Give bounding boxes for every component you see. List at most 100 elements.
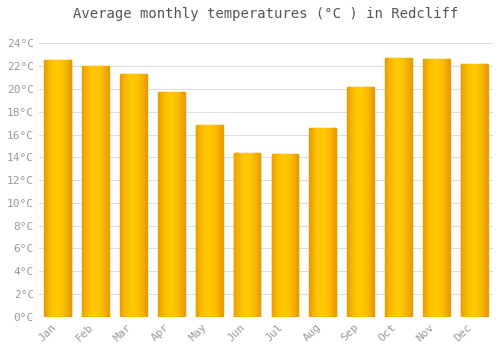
Bar — [432, 59, 433, 317]
Bar — [461, 64, 462, 317]
Bar — [240, 153, 242, 317]
Bar — [310, 128, 311, 317]
Bar — [294, 154, 295, 317]
Bar — [166, 92, 167, 317]
Bar — [388, 58, 389, 317]
Bar — [296, 154, 297, 317]
Bar — [366, 87, 367, 317]
Bar — [131, 74, 132, 317]
Bar — [177, 92, 178, 317]
Bar — [248, 153, 249, 317]
Bar — [172, 92, 173, 317]
Bar — [248, 153, 250, 317]
Bar — [367, 87, 368, 317]
Bar — [213, 125, 214, 317]
Bar — [348, 87, 349, 317]
Bar — [98, 66, 99, 317]
Bar — [86, 66, 88, 317]
Bar — [353, 87, 354, 317]
Bar — [104, 66, 106, 317]
Bar — [351, 87, 352, 317]
Bar — [201, 125, 202, 317]
Bar — [432, 59, 434, 317]
Bar — [64, 61, 65, 317]
Bar — [483, 64, 484, 317]
Bar — [481, 64, 482, 317]
Bar — [48, 61, 50, 317]
Bar — [165, 92, 166, 317]
Bar — [56, 61, 58, 317]
Bar — [424, 59, 425, 317]
Bar — [369, 87, 370, 317]
Bar — [97, 66, 98, 317]
Bar — [314, 128, 315, 317]
Bar — [471, 64, 472, 317]
Bar — [57, 61, 58, 317]
Bar — [250, 153, 252, 317]
Bar — [128, 74, 130, 317]
Bar — [120, 74, 122, 317]
Bar — [208, 125, 210, 317]
Bar — [134, 74, 135, 317]
Bar — [253, 153, 254, 317]
Bar — [287, 154, 288, 317]
Bar — [143, 74, 144, 317]
Bar — [123, 74, 124, 317]
Bar — [402, 58, 403, 317]
Bar — [160, 92, 162, 317]
Bar — [197, 125, 198, 317]
Bar — [313, 128, 314, 317]
Bar — [442, 59, 443, 317]
Bar — [350, 87, 351, 317]
Bar — [326, 128, 327, 317]
Bar — [256, 153, 258, 317]
Bar — [465, 64, 466, 317]
Bar — [328, 128, 330, 317]
Bar — [92, 66, 93, 317]
Bar — [484, 64, 486, 317]
Bar — [70, 61, 71, 317]
Bar — [163, 92, 164, 317]
Bar — [325, 128, 326, 317]
Bar — [120, 74, 121, 317]
Bar — [357, 87, 358, 317]
Bar — [424, 59, 426, 317]
Bar — [93, 66, 94, 317]
Bar — [401, 58, 402, 317]
Bar — [142, 74, 143, 317]
Bar — [132, 74, 133, 317]
Bar — [370, 87, 372, 317]
Bar — [138, 74, 140, 317]
Bar — [176, 92, 177, 317]
Bar — [282, 154, 284, 317]
Bar — [216, 125, 218, 317]
Bar — [275, 154, 276, 317]
Bar — [140, 74, 141, 317]
Bar — [392, 58, 394, 317]
Bar — [215, 125, 216, 317]
Bar — [352, 87, 354, 317]
Bar — [209, 125, 210, 317]
Bar — [257, 153, 258, 317]
Bar — [327, 128, 328, 317]
Bar — [68, 61, 69, 317]
Bar — [334, 128, 335, 317]
Bar — [280, 154, 281, 317]
Bar — [288, 154, 289, 317]
Bar — [430, 59, 431, 317]
Bar — [235, 153, 236, 317]
Bar — [175, 92, 176, 317]
Bar — [258, 153, 260, 317]
Bar — [411, 58, 412, 317]
Bar — [88, 66, 90, 317]
Bar — [55, 61, 56, 317]
Bar — [137, 74, 138, 317]
Bar — [159, 92, 160, 317]
Bar — [238, 153, 239, 317]
Bar — [360, 87, 361, 317]
Bar — [395, 58, 396, 317]
Bar — [442, 59, 444, 317]
Bar — [124, 74, 125, 317]
Bar — [320, 128, 322, 317]
Bar — [360, 87, 362, 317]
